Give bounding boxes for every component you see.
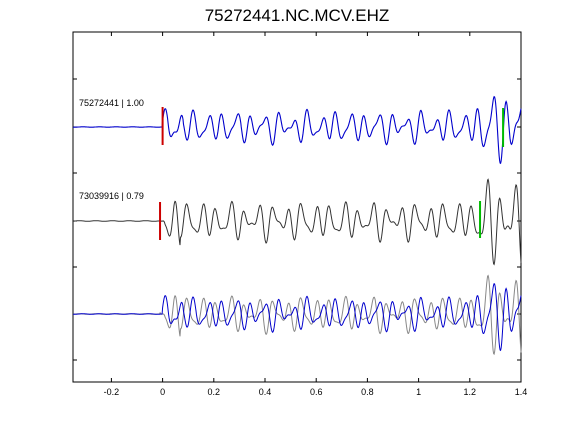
chart-title: 75272441.NC.MCV.EHZ [204, 6, 390, 25]
x-tick-label: 0 [160, 387, 165, 397]
trace-label-secondary: 73039916 | 0.79 [79, 191, 144, 201]
x-tick-label: 0.4 [259, 387, 272, 397]
x-tick-label: 0.2 [208, 387, 221, 397]
x-tick-label: 1 [416, 387, 421, 397]
x-tick-label: -0.2 [104, 387, 120, 397]
x-tick-label: 1.2 [464, 387, 477, 397]
traces [72, 95, 522, 356]
x-tick-label: 1.4 [515, 387, 528, 397]
trace-label-primary: 75272441 | 1.00 [79, 98, 144, 108]
x-axis: -0.2 0 0.2 0.4 0.6 0.8 1 1.2 1.4 [104, 32, 528, 397]
waveform-overlay-primary [73, 282, 522, 352]
x-tick-label: 0.8 [361, 387, 374, 397]
plot-frame [72, 31, 522, 383]
x-tick-label: 0.6 [310, 387, 323, 397]
waveform-secondary [73, 178, 522, 266]
waveform-primary [73, 95, 522, 165]
waveform-overlay-secondary [72, 274, 522, 356]
